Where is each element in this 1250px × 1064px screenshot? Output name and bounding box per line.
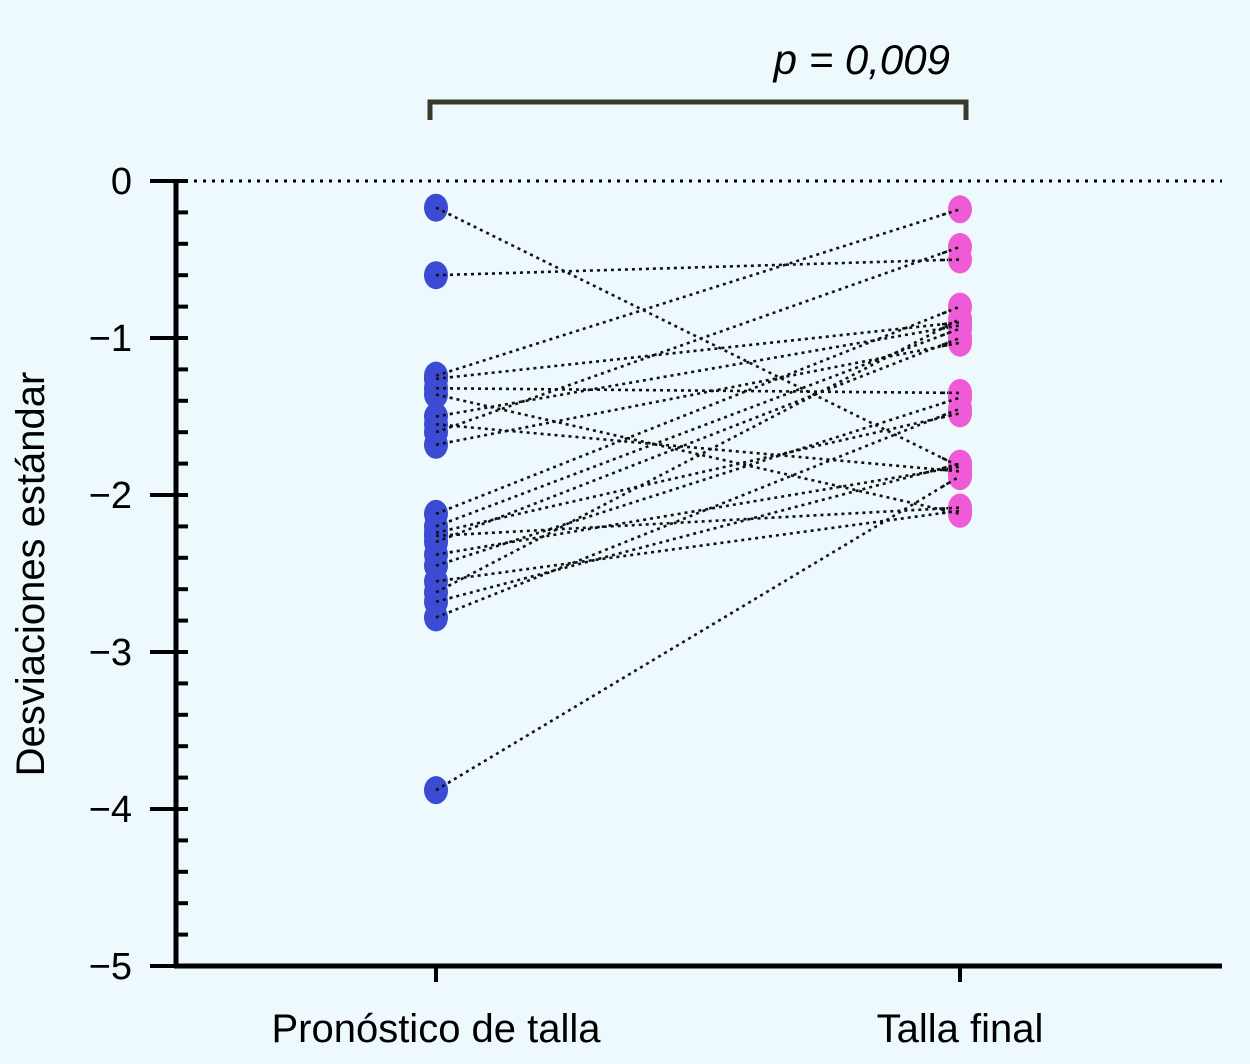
pair-line [435, 327, 961, 528]
x-category-label: Talla final [877, 1007, 1044, 1051]
pair-line [435, 412, 961, 534]
x-axis: Pronóstico de talla Talla final [271, 966, 1043, 1051]
pair-line-end [435, 595, 455, 604]
pair-line-end [941, 245, 961, 255]
pair-line-end [435, 375, 455, 381]
pair-line-end [435, 581, 455, 594]
pair-line-end [941, 324, 961, 330]
pair-line-end [435, 527, 455, 534]
pair-line-end [941, 506, 961, 510]
pair-line [435, 407, 961, 619]
pair-line-end [941, 321, 961, 326]
y-axis: 0 −1 −2 −3 −4 −5 [89, 161, 1222, 988]
y-tick-label: −3 [89, 632, 132, 674]
point-talla-final [948, 462, 972, 491]
point-talla-final [948, 195, 972, 224]
pair-line-end [941, 258, 961, 262]
pair-line-end [435, 505, 455, 516]
pair-line [435, 318, 961, 594]
pair-line-end [435, 609, 455, 619]
y-tick-label: 0 [111, 161, 132, 203]
pair-line [435, 206, 961, 468]
y-tick-label: −4 [89, 789, 132, 831]
pair-line [435, 305, 961, 516]
pair-line [435, 386, 961, 395]
pair-line-end [435, 424, 455, 434]
pair-line-end [941, 208, 961, 217]
pair-lines [435, 206, 961, 792]
significance-bracket [427, 99, 969, 120]
pair-line [435, 465, 961, 556]
pair-line-end [435, 439, 455, 447]
point-talla-final [948, 305, 972, 334]
pair-line-end [435, 393, 455, 400]
p-value-annotation: p = 0,009 [772, 36, 950, 83]
y-tick-label: −1 [89, 318, 132, 360]
pair-line [435, 396, 961, 567]
pair-line [435, 336, 961, 544]
pair-line-end [941, 336, 961, 347]
pair-line [435, 208, 961, 377]
pair-line-end [941, 468, 961, 473]
pair-line-end [941, 462, 961, 470]
pair-line-end [435, 558, 455, 567]
point-talla-final [948, 394, 972, 423]
y-axis-label: Desviaciones estándar [9, 372, 53, 777]
pair-line-end [941, 412, 961, 419]
pair-line [435, 475, 961, 792]
point-talla-final [948, 232, 972, 261]
pair-line [435, 245, 961, 434]
data-points [424, 193, 972, 805]
pair-line-end [941, 318, 961, 330]
pair-line-end [941, 509, 961, 515]
point-talla-final [948, 496, 972, 525]
pair-line-end [941, 465, 961, 472]
x-category-label: Pronóstico de talla [271, 1007, 601, 1051]
pair-line-end [941, 327, 961, 337]
y-tick-label: −2 [89, 475, 132, 517]
pair-line [435, 393, 961, 516]
pair-line-end [435, 518, 455, 528]
y-tick-label: −5 [89, 946, 132, 988]
pair-line [435, 258, 961, 277]
pair-line-end [435, 273, 455, 277]
pair-line-end [435, 368, 455, 377]
pair-line-end [435, 206, 455, 218]
pair-line-end [941, 396, 961, 405]
pair-line-end [435, 533, 455, 544]
pair-line [435, 509, 961, 583]
pair-line-end [435, 577, 455, 583]
pair-line [435, 341, 961, 447]
pair-line-end [941, 407, 961, 418]
pair-line-end [435, 550, 455, 556]
pair-line-end [435, 412, 455, 418]
pair-line-end [941, 305, 961, 315]
pair-line-end [941, 341, 961, 348]
